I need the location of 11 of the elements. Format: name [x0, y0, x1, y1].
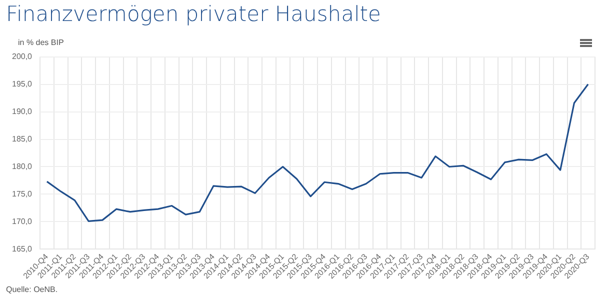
y-tick-label: 170,0: [12, 216, 33, 226]
y-tick-label: 165,0: [12, 244, 33, 254]
y-tick-label: 200,0: [12, 52, 33, 62]
y-tick-label: 185,0: [12, 134, 33, 144]
y-tick-label: 190,0: [12, 106, 33, 116]
chart-title: Finanzvermögen privater Haushalte: [6, 2, 381, 26]
y-axis-title: in % des BIP: [18, 38, 64, 47]
source-note: Quelle: OeNB.: [6, 285, 58, 294]
y-tick-label: 195,0: [12, 79, 33, 88]
y-tick-label: 180,0: [12, 162, 33, 171]
y-tick-label: 175,0: [12, 189, 33, 198]
